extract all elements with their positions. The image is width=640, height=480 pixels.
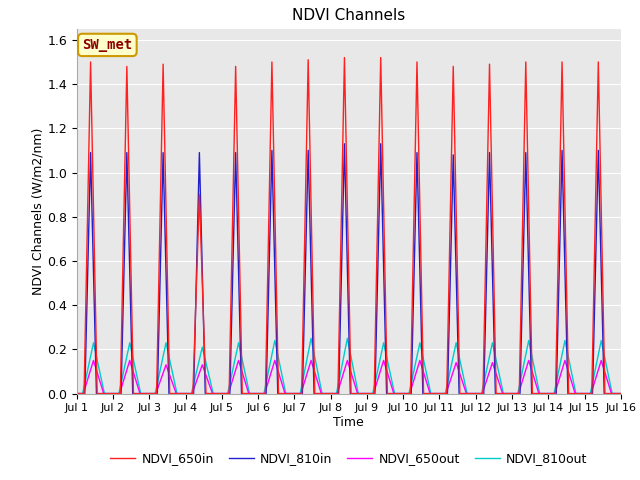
NDVI_650out — [184, 391, 191, 396]
NDVI_650in — [276, 391, 284, 396]
NDVI_650in — [617, 391, 625, 396]
NDVI_650in — [501, 391, 509, 396]
NDVI_650out — [90, 358, 97, 363]
NDVI_810in — [73, 391, 81, 396]
Line: NDVI_810in: NDVI_810in — [77, 144, 621, 394]
NDVI_810in — [340, 141, 348, 147]
NDVI_810out — [617, 391, 625, 396]
NDVI_810out — [189, 384, 197, 389]
Legend: NDVI_650in, NDVI_810in, NDVI_650out, NDVI_810out: NDVI_650in, NDVI_810in, NDVI_650out, NDV… — [105, 447, 593, 470]
NDVI_650in — [340, 55, 348, 60]
Line: NDVI_650in: NDVI_650in — [77, 58, 621, 394]
Line: NDVI_810out: NDVI_810out — [77, 338, 621, 394]
NDVI_810in — [189, 391, 197, 396]
NDVI_810out — [615, 391, 623, 396]
NDVI_650in — [73, 391, 81, 396]
NDVI_650in — [184, 391, 191, 396]
NDVI_810in — [184, 391, 191, 396]
NDVI_810out — [424, 377, 431, 383]
NDVI_650in — [189, 382, 197, 388]
Line: NDVI_650out: NDVI_650out — [77, 360, 621, 394]
NDVI_650in — [424, 391, 431, 396]
NDVI_810in — [617, 391, 625, 396]
NDVI_810in — [615, 391, 623, 396]
NDVI_810out — [501, 391, 509, 396]
NDVI_810in — [501, 391, 509, 396]
NDVI_650out — [73, 391, 81, 396]
Text: SW_met: SW_met — [82, 38, 132, 52]
NDVI_810out — [184, 391, 191, 396]
NDVI_650in — [615, 391, 623, 396]
NDVI_650out — [424, 384, 431, 389]
NDVI_810out — [307, 336, 315, 341]
NDVI_810out — [276, 365, 284, 371]
NDVI_650out — [617, 391, 625, 396]
X-axis label: Time: Time — [333, 416, 364, 429]
Title: NDVI Channels: NDVI Channels — [292, 9, 405, 24]
NDVI_650out — [189, 388, 197, 394]
NDVI_650out — [276, 376, 284, 382]
NDVI_810in — [276, 391, 284, 396]
NDVI_650out — [615, 391, 623, 396]
Y-axis label: NDVI Channels (W/m2/nm): NDVI Channels (W/m2/nm) — [31, 128, 44, 295]
NDVI_810in — [424, 391, 431, 396]
NDVI_650out — [501, 391, 509, 396]
NDVI_810out — [73, 391, 81, 396]
